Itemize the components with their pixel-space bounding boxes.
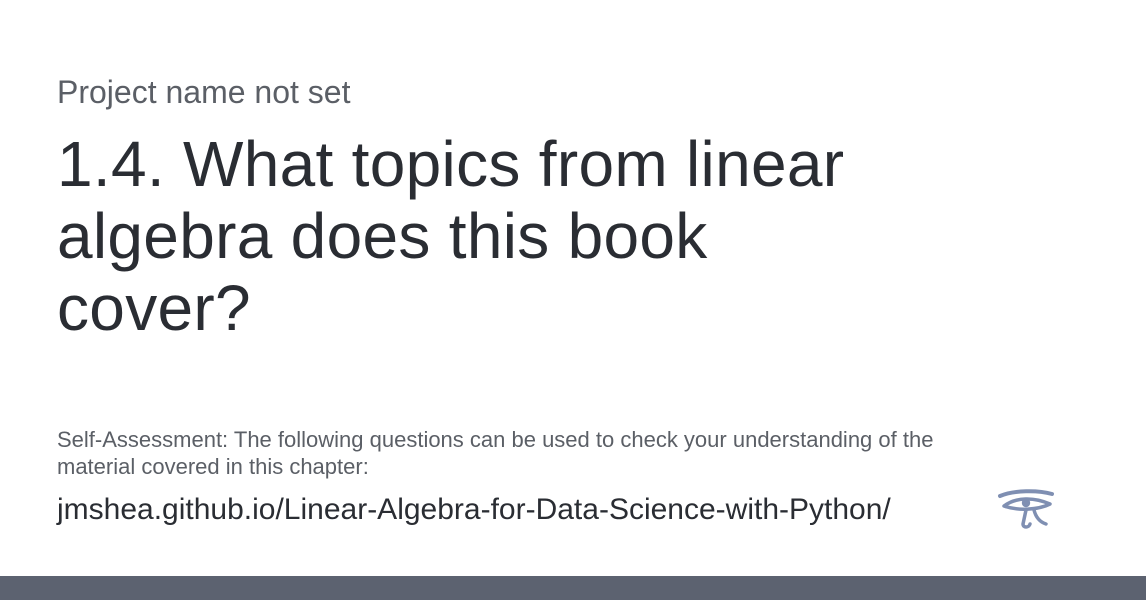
eye-of-horus-icon bbox=[996, 488, 1056, 532]
bottom-bar bbox=[0, 576, 1146, 600]
site-url: jmshea.github.io/Linear-Algebra-for-Data… bbox=[57, 493, 891, 526]
page-title: 1.4. What topics from linear algebra doe… bbox=[57, 128, 845, 344]
page-description: Self-Assessment: The following questions… bbox=[57, 427, 934, 479]
project-name: Project name not set bbox=[57, 74, 351, 110]
